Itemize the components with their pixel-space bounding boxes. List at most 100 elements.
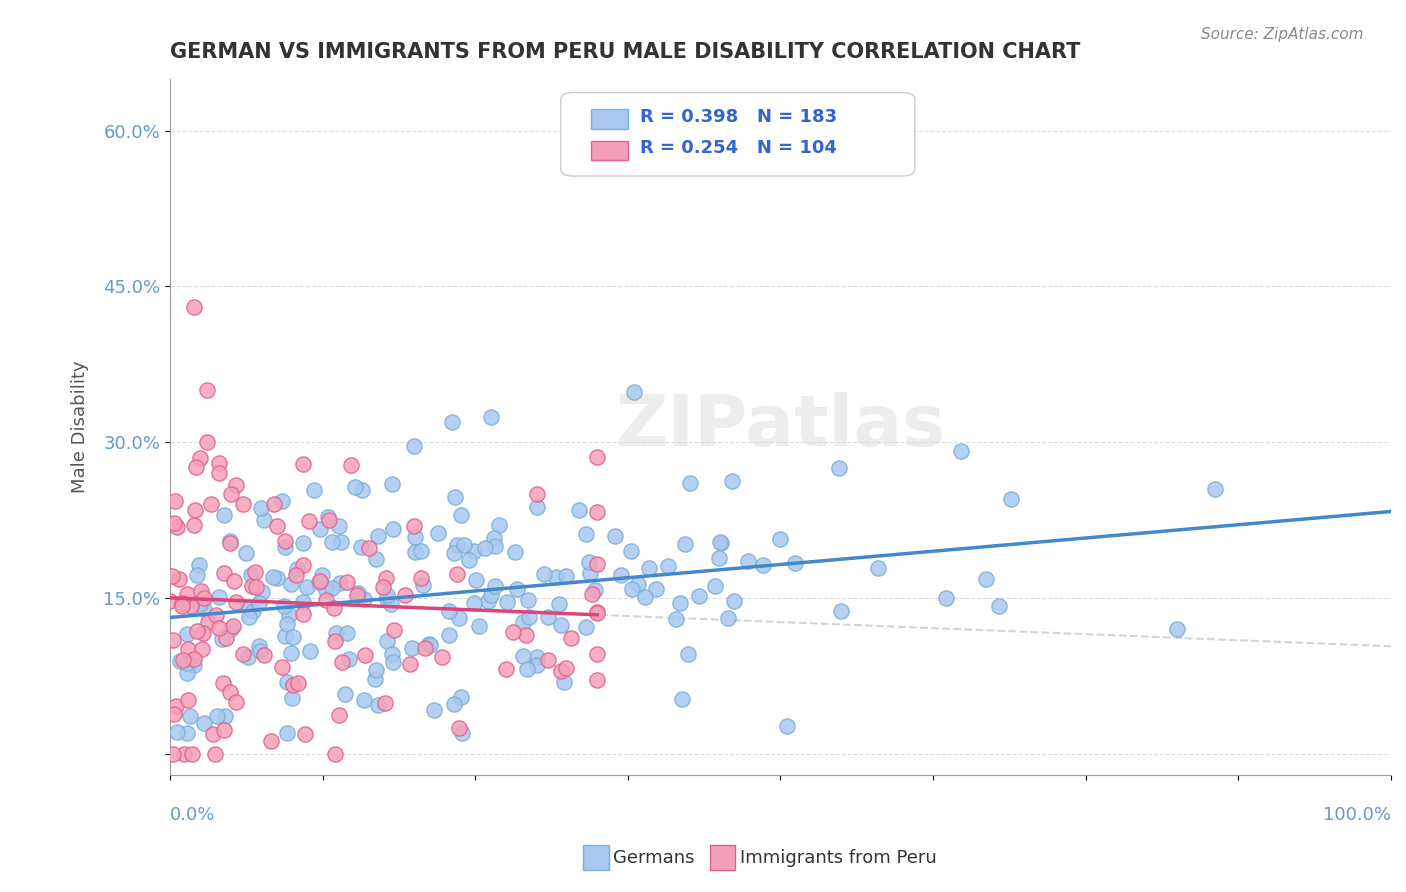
Point xyxy=(176,627,198,641)
Point xyxy=(205,709,228,723)
Point xyxy=(375,589,398,603)
Point xyxy=(176,657,198,671)
Point xyxy=(737,554,759,568)
Point xyxy=(768,532,790,546)
Point xyxy=(484,579,506,593)
Point xyxy=(446,538,468,552)
Point xyxy=(477,594,499,608)
Point xyxy=(575,527,598,541)
Point xyxy=(353,693,375,707)
Point xyxy=(330,655,353,669)
Y-axis label: Male Disability: Male Disability xyxy=(72,360,89,493)
FancyBboxPatch shape xyxy=(592,109,628,128)
Point xyxy=(375,592,398,607)
Point xyxy=(208,467,231,481)
Point xyxy=(665,612,688,626)
Point xyxy=(437,628,460,642)
Text: R = 0.398   N = 183: R = 0.398 N = 183 xyxy=(640,108,837,126)
Point xyxy=(374,696,396,710)
Point xyxy=(242,604,264,618)
Point xyxy=(215,632,238,646)
Point xyxy=(276,675,298,690)
Point xyxy=(315,582,337,597)
Point xyxy=(409,571,432,585)
Point xyxy=(440,415,463,429)
Point xyxy=(328,519,350,533)
Point xyxy=(678,647,700,661)
Point xyxy=(453,538,475,552)
Text: ZIPatlas: ZIPatlas xyxy=(616,392,946,461)
Point xyxy=(479,588,502,602)
Point xyxy=(325,626,347,640)
Point xyxy=(458,553,481,567)
Point xyxy=(225,595,247,609)
Point xyxy=(253,648,276,663)
Text: R = 0.254   N = 104: R = 0.254 N = 104 xyxy=(640,139,837,157)
Point xyxy=(280,691,302,706)
Point xyxy=(212,508,235,523)
Point xyxy=(830,603,852,617)
Point xyxy=(752,558,775,572)
Point xyxy=(271,660,294,674)
Point xyxy=(517,610,540,624)
Point xyxy=(340,458,363,473)
Point xyxy=(318,513,340,527)
Point xyxy=(193,626,215,640)
Point xyxy=(437,604,460,618)
Point xyxy=(278,608,301,623)
Point xyxy=(323,600,346,615)
Point xyxy=(581,587,603,601)
Point xyxy=(281,630,304,644)
Point xyxy=(195,383,218,397)
Point xyxy=(353,592,375,607)
Point xyxy=(450,690,472,705)
Point xyxy=(208,591,231,605)
Point xyxy=(166,725,188,739)
Point xyxy=(176,587,198,601)
Point xyxy=(169,655,191,669)
Point xyxy=(586,606,609,620)
Point xyxy=(191,641,214,656)
Point xyxy=(250,500,273,515)
Text: GERMAN VS IMMIGRANTS FROM PERU MALE DISABILITY CORRELATION CHART: GERMAN VS IMMIGRANTS FROM PERU MALE DISA… xyxy=(170,42,1080,62)
Point xyxy=(276,726,298,740)
Point xyxy=(298,643,321,657)
Point xyxy=(375,634,398,648)
Point xyxy=(547,597,569,611)
Point xyxy=(311,568,333,582)
Point xyxy=(292,558,315,572)
Text: Germans: Germans xyxy=(613,849,695,867)
Point xyxy=(163,706,186,721)
Point xyxy=(578,555,600,569)
Point xyxy=(785,556,807,570)
Point xyxy=(188,450,211,465)
Point xyxy=(166,520,188,534)
Point xyxy=(240,568,263,582)
Point xyxy=(381,477,404,491)
Point xyxy=(176,726,198,740)
Point xyxy=(181,747,204,761)
Point xyxy=(274,533,297,548)
Point xyxy=(238,610,260,624)
Point xyxy=(238,601,260,615)
Point xyxy=(533,567,555,582)
Point xyxy=(463,544,485,558)
Point xyxy=(444,490,467,504)
Point xyxy=(568,503,591,517)
Point xyxy=(502,624,524,639)
Point xyxy=(350,541,373,555)
Point xyxy=(285,568,308,582)
Point xyxy=(321,535,343,549)
Point xyxy=(1204,482,1226,496)
Point xyxy=(776,719,799,733)
Point xyxy=(167,572,190,586)
Point xyxy=(443,546,465,560)
Point xyxy=(463,596,485,610)
FancyBboxPatch shape xyxy=(592,141,628,160)
Point xyxy=(366,663,388,677)
Point xyxy=(325,747,347,761)
Point xyxy=(204,607,226,622)
Point xyxy=(262,570,284,584)
Point xyxy=(183,658,205,673)
Point xyxy=(709,535,731,549)
